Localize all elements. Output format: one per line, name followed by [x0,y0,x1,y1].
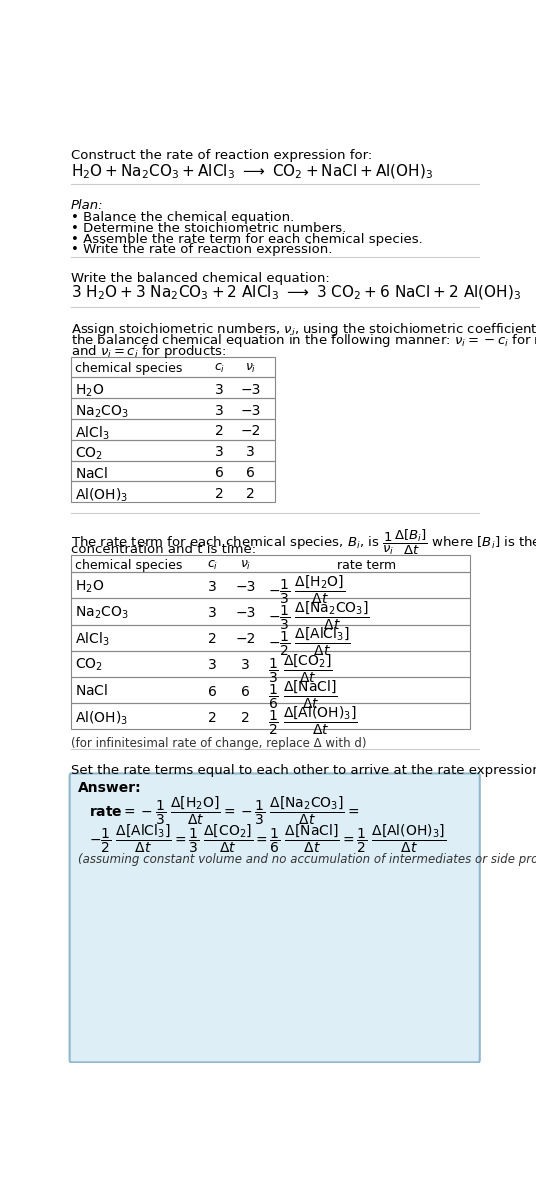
Text: Set the rate terms equal to each other to arrive at the rate expression:: Set the rate terms equal to each other t… [71,764,536,777]
Text: $\mathrm{Na_2CO_3}$: $\mathrm{Na_2CO_3}$ [75,404,129,420]
Text: $-\dfrac{1}{3}\ \dfrac{\Delta[\mathrm{Na_2CO_3}]}{\Delta t}$: $-\dfrac{1}{3}\ \dfrac{\Delta[\mathrm{Na… [269,599,370,633]
Text: Construct the rate of reaction expression for:: Construct the rate of reaction expressio… [71,149,372,162]
Bar [71,555,470,572]
Text: • Assemble the rate term for each chemical species.: • Assemble the rate term for each chemic… [71,233,422,246]
Text: 6: 6 [215,466,224,480]
Bar [71,703,470,730]
Text: −3: −3 [235,580,256,593]
Text: (assuming constant volume and no accumulation of intermediates or side products): (assuming constant volume and no accumul… [78,854,536,866]
Text: $c_i$: $c_i$ [214,362,225,375]
Text: 3: 3 [215,404,224,418]
Bar [71,357,275,377]
Bar [71,677,470,703]
Text: $\mathrm{AlCl_3}$: $\mathrm{AlCl_3}$ [75,424,109,442]
Text: −2: −2 [241,424,261,438]
Text: 3: 3 [209,658,217,672]
Text: −3: −3 [235,607,256,620]
Text: 3: 3 [209,580,217,593]
Text: and $\nu_i = c_i$ for products:: and $\nu_i = c_i$ for products: [71,343,227,359]
Text: Answer:: Answer: [78,781,142,795]
Text: 2: 2 [215,424,224,438]
Text: −3: −3 [241,383,261,396]
Bar [71,624,470,651]
Text: −2: −2 [235,633,256,646]
Text: 3: 3 [215,445,224,460]
Bar [71,398,275,419]
Text: rate term: rate term [337,559,396,572]
Text: $\nu_i$: $\nu_i$ [245,362,256,375]
Text: $-\dfrac{1}{2}\ \dfrac{\Delta[\mathrm{AlCl_3}]}{\Delta t}$: $-\dfrac{1}{2}\ \dfrac{\Delta[\mathrm{Al… [269,626,351,658]
Bar [71,461,275,481]
Text: The rate term for each chemical species, $B_i$, is $\dfrac{1}{\nu_i}\dfrac{\Delt: The rate term for each chemical species,… [71,528,536,556]
Text: 2: 2 [215,487,224,500]
Text: Plan:: Plan: [71,199,103,213]
Bar [71,419,275,439]
Text: 2: 2 [209,633,217,646]
Text: $\mathrm{H_2O}$: $\mathrm{H_2O}$ [75,578,104,595]
Text: chemical species: chemical species [75,362,182,375]
Bar [71,651,470,677]
Text: $\mathrm{3\ H_2O + 3\ Na_2CO_3 + 2\ AlCl_3\ \longrightarrow\ 3\ CO_2 + 6\ NaCl +: $\mathrm{3\ H_2O + 3\ Na_2CO_3 + 2\ AlCl… [71,283,521,302]
Text: 2: 2 [241,710,250,725]
Text: $\mathbf{rate} = -\dfrac{1}{3}\ \dfrac{\Delta[\mathrm{H_2O}]}{\Delta t} = -\dfra: $\mathbf{rate} = -\dfrac{1}{3}\ \dfrac{\… [88,795,359,827]
Text: 6: 6 [246,466,255,480]
Bar [71,598,470,624]
Text: $\mathrm{H_2O + Na_2CO_3 + AlCl_3\ \longrightarrow\ CO_2 + NaCl + Al(OH)_3}$: $\mathrm{H_2O + Na_2CO_3 + AlCl_3\ \long… [71,162,433,181]
Text: chemical species: chemical species [75,559,182,572]
Text: concentration and t is time:: concentration and t is time: [71,543,256,556]
Text: $\nu_i$: $\nu_i$ [240,559,251,572]
Text: $\dfrac{1}{3}\ \dfrac{\Delta[\mathrm{CO_2}]}{\Delta t}$: $\dfrac{1}{3}\ \dfrac{\Delta[\mathrm{CO_… [269,652,333,684]
Text: Assign stoichiometric numbers, $\nu_i$, using the stoichiometric coefficients, $: Assign stoichiometric numbers, $\nu_i$, … [71,321,536,338]
Bar [71,377,275,398]
Text: 3: 3 [215,383,224,396]
Text: $-\dfrac{1}{3}\ \dfrac{\Delta[\mathrm{H_2O}]}{\Delta t}$: $-\dfrac{1}{3}\ \dfrac{\Delta[\mathrm{H_… [269,573,346,607]
Text: $\mathrm{Na_2CO_3}$: $\mathrm{Na_2CO_3}$ [75,604,129,621]
Bar [71,572,470,598]
Text: 3: 3 [241,658,250,672]
Text: • Balance the chemical equation.: • Balance the chemical equation. [71,211,294,224]
Text: $\mathrm{Al(OH)_3}$: $\mathrm{Al(OH)_3}$ [75,487,128,504]
Bar [71,439,275,461]
Text: $\mathrm{NaCl}$: $\mathrm{NaCl}$ [75,683,108,698]
Text: (for infinitesimal rate of change, replace Δ with d): (for infinitesimal rate of change, repla… [71,737,367,750]
Text: $\dfrac{1}{6}\ \dfrac{\Delta[\mathrm{NaCl}]}{\Delta t}$: $\dfrac{1}{6}\ \dfrac{\Delta[\mathrm{NaC… [269,678,338,710]
FancyBboxPatch shape [70,774,480,1063]
Text: 2: 2 [247,487,255,500]
Text: 3: 3 [247,445,255,460]
Text: 6: 6 [241,684,250,698]
Text: the balanced chemical equation in the following manner: $\nu_i = -c_i$ for react: the balanced chemical equation in the fo… [71,332,536,349]
Text: $\mathrm{Al(OH)_3}$: $\mathrm{Al(OH)_3}$ [75,709,128,727]
Text: • Determine the stoichiometric numbers.: • Determine the stoichiometric numbers. [71,222,346,235]
Text: • Write the rate of reaction expression.: • Write the rate of reaction expression. [71,244,332,257]
Text: $\mathrm{CO_2}$: $\mathrm{CO_2}$ [75,657,103,673]
Text: $c_i$: $c_i$ [207,559,218,572]
Text: $\mathrm{H_2O}$: $\mathrm{H_2O}$ [75,383,104,399]
Text: 2: 2 [209,710,217,725]
Text: $\mathrm{CO_2}$: $\mathrm{CO_2}$ [75,445,103,462]
Text: $\dfrac{1}{2}\ \dfrac{\Delta[\mathrm{Al(OH)_3}]}{\Delta t}$: $\dfrac{1}{2}\ \dfrac{\Delta[\mathrm{Al(… [269,704,358,737]
Text: 3: 3 [209,607,217,620]
Text: $\mathrm{NaCl}$: $\mathrm{NaCl}$ [75,466,108,481]
Text: $-\dfrac{1}{2}\ \dfrac{\Delta[\mathrm{AlCl_3}]}{\Delta t} = \dfrac{1}{3}\ \dfrac: $-\dfrac{1}{2}\ \dfrac{\Delta[\mathrm{Al… [88,823,446,855]
Bar [71,481,275,503]
Text: $\mathrm{AlCl_3}$: $\mathrm{AlCl_3}$ [75,630,109,648]
Text: 6: 6 [209,684,217,698]
Text: −3: −3 [241,404,261,418]
Text: Write the balanced chemical equation:: Write the balanced chemical equation: [71,272,330,285]
